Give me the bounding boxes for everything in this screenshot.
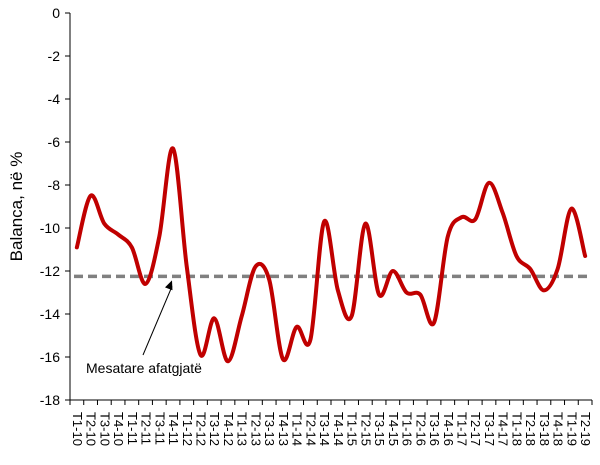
y-axis: 0 -2 -4 -6 -8 -10 -12 -14 -16 -18 (40, 5, 71, 408)
data-point (336, 288, 340, 292)
x-tick-label: T2-17 (468, 412, 483, 446)
y-tick-label: -12 (40, 263, 60, 279)
x-tick-label: T2-16 (413, 412, 428, 446)
x-tick-label: T1-14 (290, 412, 305, 446)
data-point (350, 314, 354, 318)
data-point (487, 181, 491, 185)
x-tick-label: T1-16 (400, 412, 415, 446)
data-point (130, 245, 134, 249)
x-tick-label: T4-16 (441, 412, 456, 446)
x-tick-label: T4-15 (386, 412, 401, 446)
data-point (116, 232, 120, 236)
x-tick-label: T4-18 (551, 412, 566, 446)
series-group (74, 146, 588, 364)
data-point (501, 211, 505, 215)
data-point (240, 314, 244, 318)
data-point (583, 254, 587, 258)
x-tick-label: T1-15 (345, 412, 360, 446)
x-tick-label: T1-17 (455, 412, 470, 446)
data-point (295, 325, 299, 329)
y-tick-label: 0 (52, 5, 60, 21)
x-tick-label: T3-14 (317, 412, 332, 446)
x-tick-label: T1-19 (564, 412, 579, 446)
data-point (569, 207, 573, 211)
data-point (185, 265, 189, 269)
data-point (432, 321, 436, 325)
data-point (446, 235, 450, 239)
y-tick-label: -8 (48, 177, 61, 193)
series-line (74, 146, 588, 364)
data-point (322, 220, 326, 224)
data-point (199, 353, 203, 357)
x-tick-label: T3-17 (482, 412, 497, 446)
x-tick-label: T3-10 (97, 412, 112, 446)
x-tick-label: T2-18 (523, 412, 538, 446)
x-tick-label: T2-11 (139, 412, 154, 445)
x-tick-label: T4-13 (276, 412, 291, 446)
data-point (102, 222, 106, 226)
data-point (473, 217, 477, 221)
annotation-arrow (142, 286, 173, 356)
data-point (281, 357, 285, 361)
y-tick-label: -16 (40, 349, 60, 365)
x-tick-label: T1-13 (235, 412, 250, 446)
y-tick-label: -2 (48, 48, 61, 64)
data-point (89, 194, 93, 198)
x-tick-label: T3-18 (537, 412, 552, 446)
x-tick-label: T3-12 (207, 412, 222, 446)
y-tick-label: -14 (40, 306, 60, 322)
y-tick-label: -10 (40, 220, 60, 236)
x-tick-label: T4-17 (496, 412, 511, 446)
x-tick-label: T2-12 (194, 412, 209, 446)
data-point (377, 293, 381, 297)
data-point (405, 291, 409, 295)
data-point (528, 267, 532, 271)
data-point (267, 278, 271, 282)
data-point (391, 269, 395, 273)
x-tick-label: T2-10 (84, 412, 99, 446)
x-tick-label: T4-12 (221, 412, 236, 446)
x-tick-label: T2-13 (248, 412, 263, 446)
x-tick-label: T3-16 (427, 412, 442, 446)
data-point (363, 222, 367, 226)
data-point (157, 235, 161, 239)
y-axis-title: Balanca, në % (7, 152, 26, 262)
data-point (171, 146, 175, 150)
data-point (253, 265, 257, 269)
y-tick-label: -18 (40, 392, 60, 408)
average-annotation: Mesatare afatgjatë (86, 280, 202, 376)
x-tick-label: T3-11 (152, 412, 167, 445)
x-tick-label: T2-19 (578, 412, 593, 446)
x-tick-label: T1-11 (125, 412, 140, 445)
x-tick-label: T1-10 (70, 412, 85, 446)
data-point (308, 338, 312, 342)
y-tick-label: -4 (48, 91, 61, 107)
data-point (460, 215, 464, 219)
x-tick-label: T4-11 (166, 412, 181, 445)
x-tick-label: T1-12 (180, 412, 195, 446)
x-tick-label: T2-15 (358, 412, 373, 446)
x-tick-label: T2-14 (303, 412, 318, 446)
x-tick-label: T1-18 (509, 412, 524, 446)
x-tick-label: T4-10 (111, 412, 126, 446)
y-tick-label: -6 (48, 134, 61, 150)
data-point (514, 254, 518, 258)
x-tick-label: T4-14 (331, 412, 346, 446)
data-point (226, 359, 230, 363)
x-tick-label: T3-13 (262, 412, 277, 446)
annotation-arrowhead (165, 280, 173, 291)
data-point (542, 288, 546, 292)
x-tick-label: T3-15 (372, 412, 387, 446)
x-axis: T1-10T2-10T3-10T4-10T1-11T2-11T3-11T4-11… (69, 399, 593, 446)
data-point (212, 316, 216, 320)
data-point (556, 267, 560, 271)
data-point (144, 282, 148, 286)
data-point (75, 245, 79, 249)
data-point (418, 293, 422, 297)
annotation-label: Mesatare afatgjatë (86, 360, 202, 376)
